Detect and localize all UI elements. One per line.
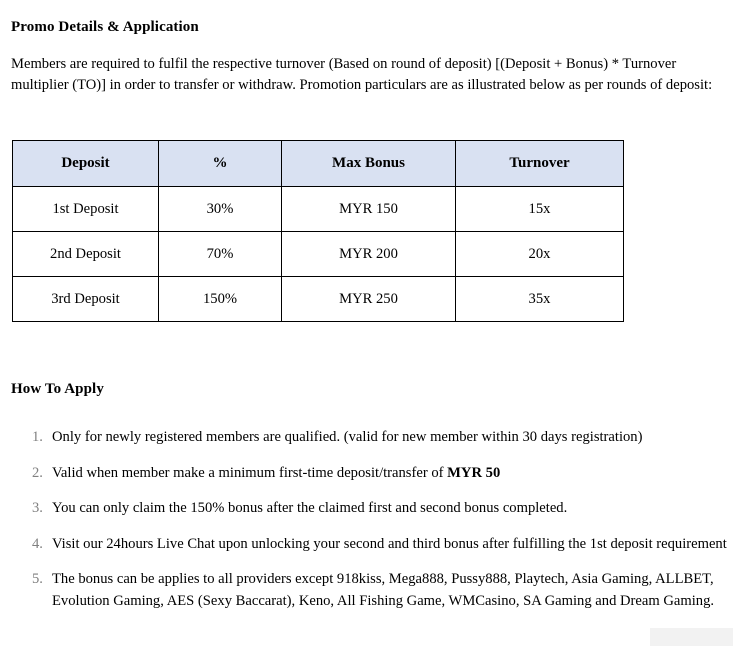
- cell-percent: 70%: [158, 231, 282, 277]
- how-to-apply-list: Only for newly registered members are qu…: [11, 427, 733, 626]
- list-item-text: The bonus can be applies to all provider…: [52, 571, 715, 609]
- cell-turnover: 35x: [455, 276, 624, 322]
- cell-deposit: 2nd Deposit: [12, 231, 159, 277]
- list-item: The bonus can be applies to all provider…: [32, 569, 733, 612]
- table-header-deposit: Deposit: [12, 140, 159, 187]
- list-item: Only for newly registered members are qu…: [32, 427, 733, 449]
- deposit-bonus-table: Deposit % Max Bonus Turnover 1st Deposit…: [12, 140, 624, 322]
- table-row: 3rd Deposit 150% MYR 250 35x: [12, 276, 624, 322]
- list-item-text: Visit our 24hours Live Chat upon unlocki…: [52, 535, 727, 552]
- cell-percent: 150%: [158, 276, 282, 322]
- how-to-apply-heading: How To Apply: [11, 381, 104, 398]
- cell-max-bonus: MYR 250: [281, 276, 456, 322]
- table-header-max-bonus: Max Bonus: [281, 140, 456, 187]
- table-header-percent: %: [158, 140, 282, 187]
- cell-deposit: 1st Deposit: [12, 186, 159, 232]
- list-item-text: Valid when member make a minimum first-t…: [52, 464, 448, 481]
- page-edge-band: [650, 628, 733, 646]
- cell-turnover: 15x: [455, 186, 624, 232]
- cell-percent: 30%: [158, 186, 282, 232]
- promo-details-heading: Promo Details & Application: [11, 19, 199, 36]
- list-item: Valid when member make a minimum first-t…: [32, 463, 733, 485]
- list-item: Visit our 24hours Live Chat upon unlocki…: [32, 534, 733, 556]
- cell-turnover: 20x: [455, 231, 624, 277]
- table-header-turnover: Turnover: [455, 140, 624, 187]
- list-item-text: You can only claim the 150% bonus after …: [52, 500, 568, 516]
- cell-max-bonus: MYR 200: [281, 231, 456, 277]
- table-header-row: Deposit % Max Bonus Turnover: [12, 140, 624, 187]
- cell-deposit: 3rd Deposit: [12, 276, 159, 322]
- list-item-text: Only for newly registered members are qu…: [52, 429, 643, 445]
- list-item: You can only claim the 150% bonus after …: [32, 498, 733, 520]
- table-row: 1st Deposit 30% MYR 150 15x: [12, 186, 624, 232]
- cell-max-bonus: MYR 150: [281, 186, 456, 232]
- list-item-bold: MYR 50: [447, 464, 501, 481]
- intro-paragraph: Members are required to fulfil the respe…: [11, 55, 713, 94]
- table-row: 2nd Deposit 70% MYR 200 20x: [12, 231, 624, 277]
